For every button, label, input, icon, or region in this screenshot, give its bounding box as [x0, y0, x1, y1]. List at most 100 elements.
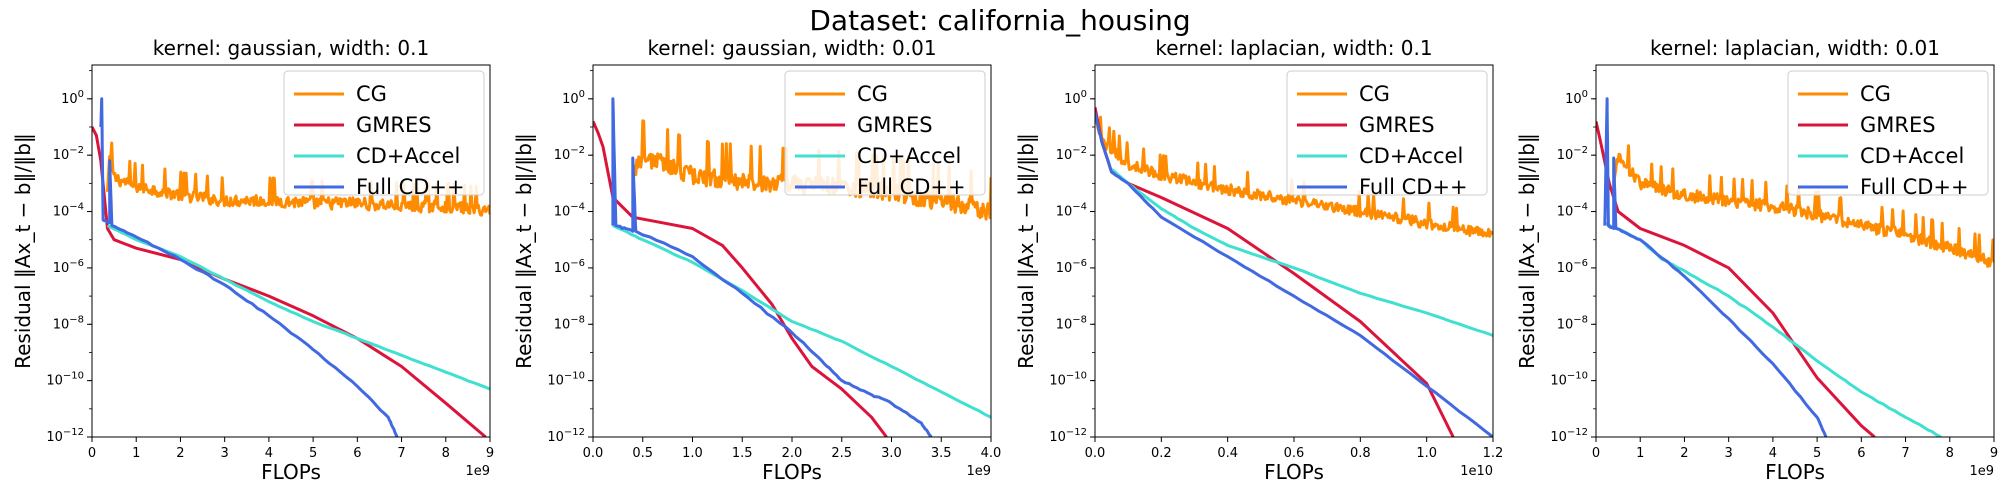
x-tick-label: 3 — [221, 446, 229, 461]
legend-label: GMRES — [356, 113, 432, 137]
subplot-3: 0.0 0.2 0.4 0.6 0.8 1.0 1.2 1e10 10−12 10−10 10−8 1… — [1014, 36, 1503, 484]
x-tick-label: 9 — [1990, 446, 1998, 461]
x-tick-label: 1.0 — [1416, 446, 1437, 461]
x-tick-label: 1.0 — [682, 446, 703, 461]
series-line-cg — [1095, 115, 1493, 238]
legend-label: CG — [1860, 82, 1891, 106]
x-tick-label: 1 — [1636, 446, 1644, 461]
x-axis-label: FLOPs — [762, 460, 822, 484]
y-tick-label: 10−4 — [554, 202, 585, 220]
y-tick-label: 10−12 — [1550, 427, 1588, 445]
legend: CG GMRES CD+Accel Full CD++ — [1787, 70, 1989, 199]
x-tick-label: 2.0 — [782, 446, 803, 461]
subplot-title: kernel: gaussian, width: 0.1 — [153, 36, 429, 60]
y-tick-label: 100 — [562, 89, 585, 107]
subplot-4: 0 1 2 3 4 5 6 7 8 9 1e9 10−12 10−10 10−8 10−6 10−4 10−2 1… — [1515, 36, 1998, 484]
axes-frame — [1595, 64, 1995, 438]
y-axis-label: Residual ‖Ax_t − b‖/‖b‖ — [1014, 133, 1038, 369]
y-tick-label: 10−2 — [53, 145, 84, 163]
y-tick-label: 10−10 — [46, 371, 84, 389]
x-tick-label: 2 — [1680, 446, 1688, 461]
x-tick-label: 4.0 — [981, 446, 1002, 461]
series-group — [1095, 107, 1493, 437]
figure-suptitle: Dataset: california_housing — [809, 4, 1191, 37]
x-tick-label: 0.0 — [583, 446, 604, 461]
y-tick-label: 10−12 — [547, 427, 585, 445]
y-tick-label: 10−4 — [1056, 202, 1087, 220]
y-axis-label: Residual ‖Ax_t − b‖/‖b‖ — [512, 133, 536, 369]
y-tick-label: 100 — [61, 89, 84, 107]
legend-label: Full CD++ — [1359, 175, 1468, 199]
axes-frame — [91, 64, 491, 438]
series-line-cd-accel — [1110, 168, 1493, 337]
x-tick-label: 4 — [265, 446, 273, 461]
subplot-title: kernel: gaussian, width: 0.01 — [647, 36, 936, 60]
y-axis-label: Residual ‖Ax_t − b‖/‖b‖ — [11, 133, 35, 369]
x-tick-label: 3.0 — [881, 446, 902, 461]
legend-label: GMRES — [1860, 113, 1936, 137]
y-tick-label: 10−10 — [1550, 371, 1588, 389]
series-line-gmres — [593, 120, 888, 437]
x-tick-label: 9 — [486, 446, 494, 461]
series-line-cg — [1612, 144, 1994, 268]
legend-label: CD+Accel — [857, 144, 961, 168]
series-line-full-cd- — [99, 97, 399, 437]
x-tick-label: 0 — [88, 446, 96, 461]
x-offset-label: 1e9 — [1969, 464, 1994, 479]
series-line-cd-accel — [612, 224, 991, 419]
x-tick-label: 0.2 — [1151, 446, 1172, 461]
legend-box — [784, 70, 986, 196]
x-axis-label: FLOPs — [261, 460, 321, 484]
x-tick-label: 0.6 — [1284, 446, 1305, 461]
y-tick-label: 10−6 — [1557, 258, 1588, 276]
x-tick-label: 1.2 — [1483, 446, 1504, 461]
x-tick-label: 0.4 — [1217, 446, 1238, 461]
legend-box — [1286, 70, 1488, 196]
x-tick-label: 2 — [176, 446, 184, 461]
x-offset-label: 1e9 — [465, 464, 490, 479]
x-tick-label: 6 — [353, 446, 361, 461]
x-offset-label: 1e9 — [966, 464, 991, 479]
legend: CG GMRES CD+Accel Full CD++ — [1286, 70, 1488, 199]
y-tick-label: 10−12 — [46, 427, 84, 445]
series-line-full-cd- — [1603, 97, 1828, 437]
legend-label: CG — [857, 82, 888, 106]
x-tick-label: 1 — [132, 446, 140, 461]
legend-label: Full CD++ — [356, 175, 465, 199]
y-tick-label: 10−12 — [1049, 427, 1087, 445]
x-offset-label: 1e10 — [1460, 464, 1493, 479]
x-tick-label: 4 — [1769, 446, 1777, 461]
series-line-full-cd- — [1095, 112, 1493, 437]
legend-label: CD+Accel — [1359, 144, 1463, 168]
subplot-title: kernel: laplacian, width: 0.1 — [1155, 36, 1432, 60]
x-tick-label: 2.5 — [831, 446, 852, 461]
legend-label: Full CD++ — [857, 175, 966, 199]
y-tick-label: 10−8 — [1557, 314, 1588, 332]
x-tick-label: 6 — [1857, 446, 1865, 461]
y-axis-label: Residual ‖Ax_t − b‖/‖b‖ — [1515, 133, 1539, 369]
x-tick-label: 5 — [1813, 446, 1821, 461]
legend-label: CD+Accel — [356, 144, 460, 168]
x-tick-label: 8 — [1946, 446, 1954, 461]
x-tick-label: 0.0 — [1085, 446, 1106, 461]
x-tick-label: 7 — [1901, 446, 1909, 461]
y-tick-label: 10−6 — [554, 258, 585, 276]
series-group — [1596, 97, 1994, 437]
y-tick-label: 10−8 — [53, 314, 84, 332]
x-tick-label: 3.5 — [931, 446, 952, 461]
subplot-2: 0.0 0.5 1.0 1.5 2.0 2.5 3.0 3.5 4.0 1e9 10−12 10−10… — [512, 36, 1001, 484]
y-tick-label: 10−10 — [547, 371, 585, 389]
y-tick-label: 10−10 — [1049, 371, 1087, 389]
subplot-1: 0 1 2 3 4 5 6 7 8 9 1e9 10−12 10−10 10−8 10−6 10−4 10−2 1… — [11, 36, 494, 484]
y-tick-label: 10−4 — [53, 202, 84, 220]
legend: CG GMRES CD+Accel Full CD++ — [784, 70, 986, 199]
x-tick-label: 8 — [442, 446, 450, 461]
y-tick-label: 10−6 — [1056, 258, 1087, 276]
y-tick-label: 10−2 — [554, 145, 585, 163]
legend-label: CD+Accel — [1860, 144, 1964, 168]
legend-label: GMRES — [857, 113, 933, 137]
y-tick-label: 10−6 — [53, 258, 84, 276]
legend: CG GMRES CD+Accel Full CD++ — [283, 70, 485, 199]
legend-label: GMRES — [1359, 113, 1435, 137]
